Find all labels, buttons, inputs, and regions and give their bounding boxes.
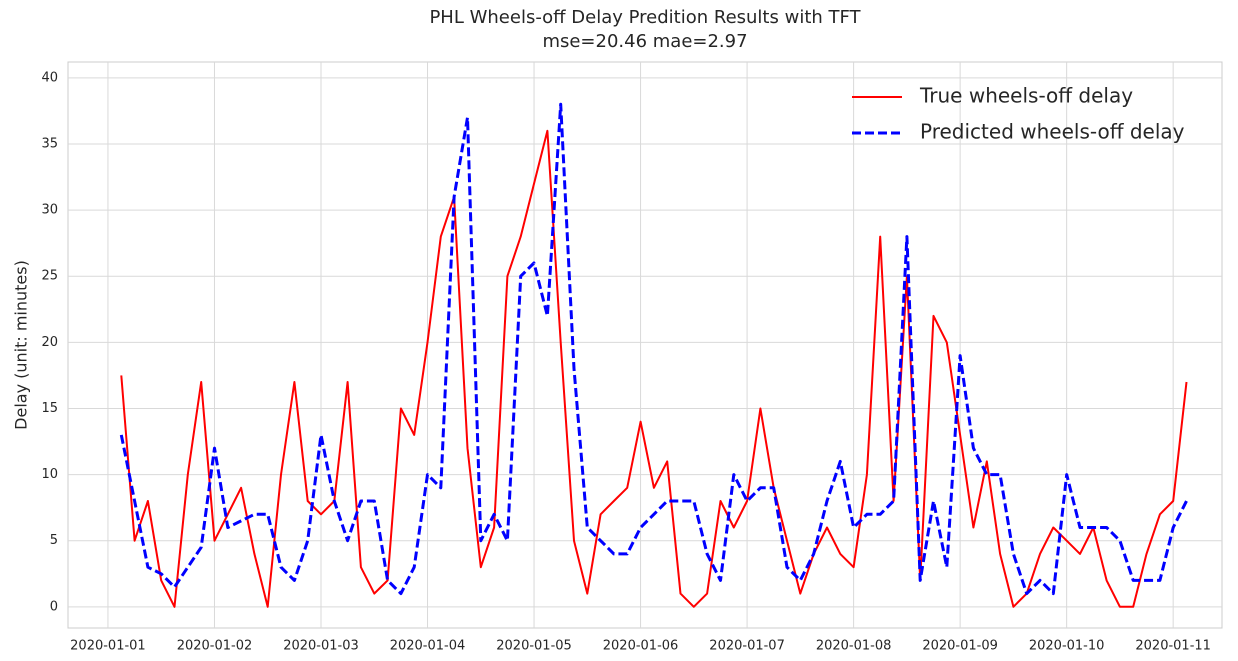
plot-area (67, 61, 1223, 629)
x-tick-label: 2020-01-06 (603, 639, 679, 654)
series-line (119, 102, 1188, 596)
y-tick-label: 40 (41, 70, 58, 85)
y-tick-label: 0 (50, 599, 58, 614)
x-tick-label: 2020-01-05 (496, 639, 572, 654)
chart-title: PHL Wheels-off Delay Predition Results w… (429, 7, 861, 28)
y-axis-label: Delay (unit: minutes) (12, 260, 31, 430)
y-tick-label: 25 (41, 269, 58, 284)
x-tick-label: 2020-01-11 (1135, 639, 1211, 654)
y-tick-label: 15 (41, 401, 58, 416)
x-tick-label: 2020-01-01 (70, 639, 146, 654)
y-tick-label: 30 (41, 203, 58, 218)
x-tick-label: 2020-01-07 (709, 639, 785, 654)
x-tick-label: 2020-01-09 (922, 639, 998, 654)
x-tick-label: 2020-01-03 (283, 639, 359, 654)
y-tick-label: 5 (50, 533, 58, 548)
legend-label: Predicted wheels-off delay (920, 120, 1185, 144)
chart-subtitle: mse=20.46 mae=2.97 (542, 31, 747, 52)
y-tick-label: 35 (41, 136, 58, 151)
y-tick-label: 10 (41, 467, 58, 482)
x-tick-label: 2020-01-08 (816, 639, 892, 654)
x-tick-label: 2020-01-04 (390, 639, 466, 654)
legend-label: True wheels-off delay (919, 84, 1133, 108)
y-tick-label: 20 (41, 335, 58, 350)
series-line (120, 129, 1188, 608)
x-tick-label: 2020-01-10 (1029, 639, 1105, 654)
x-tick-label: 2020-01-02 (177, 639, 253, 654)
